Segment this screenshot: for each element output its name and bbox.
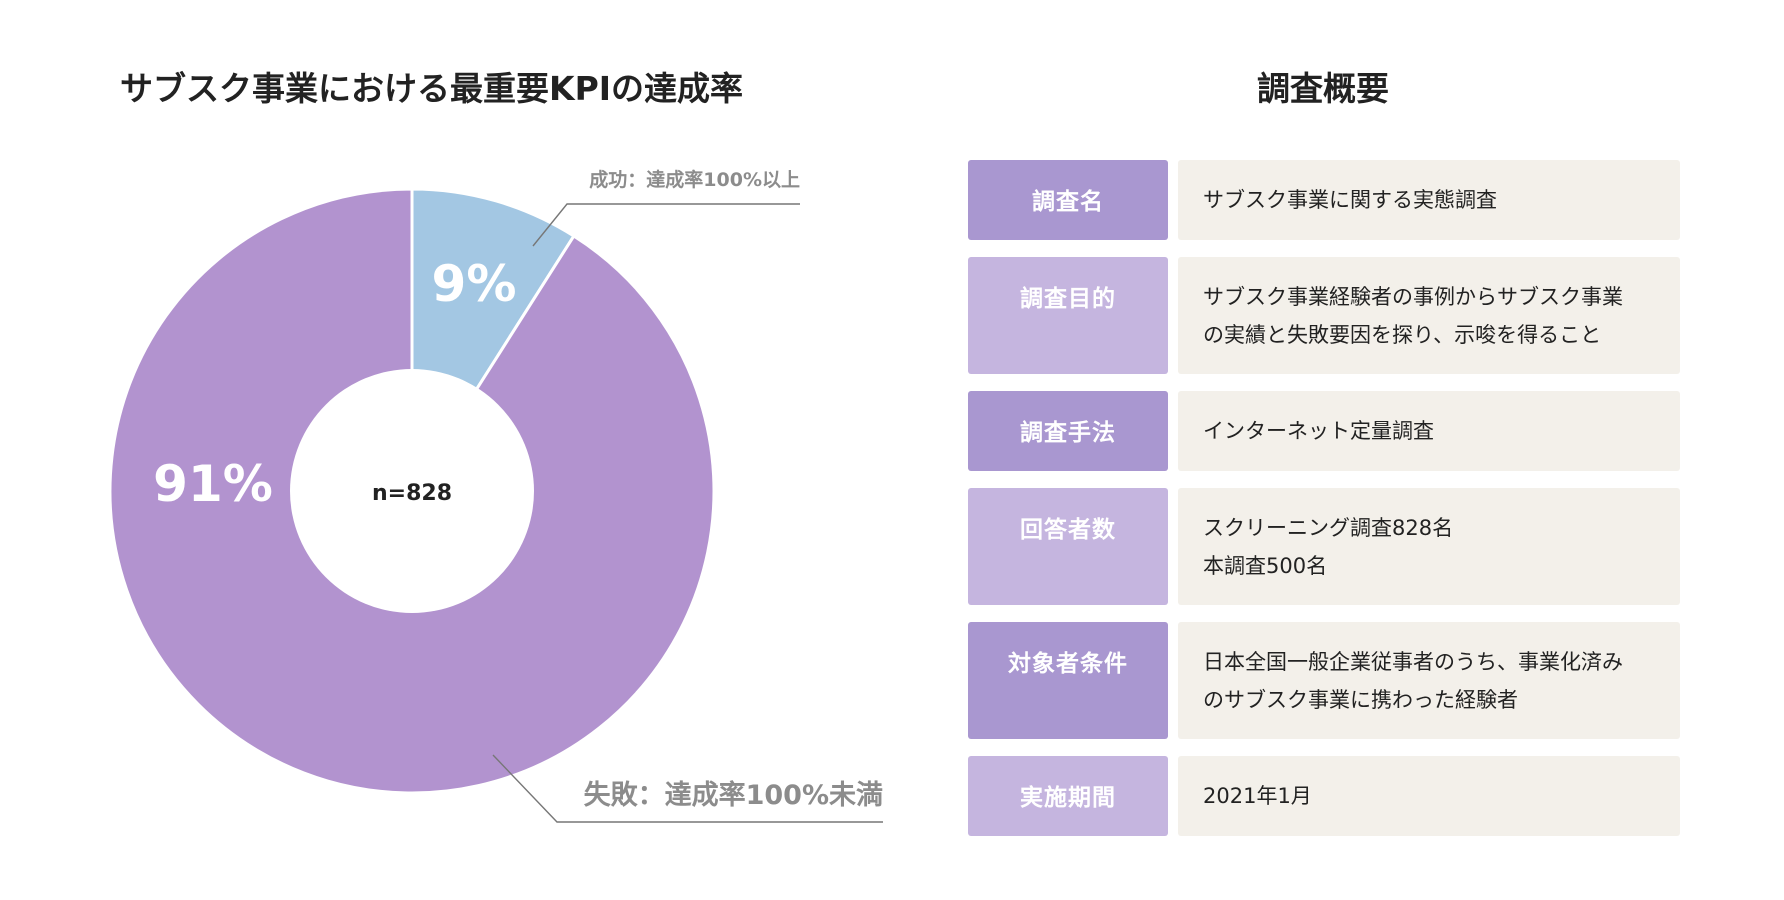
row-value: サブスク事業に関する実態調査 [1178, 160, 1680, 240]
row-value: 日本全国一般企業従事者のうち、事業化済み のサブスク事業に携わった経験者 [1178, 622, 1680, 739]
donut-chart: 9% 91% n=828 成功：達成率100%以上 失敗：達成率100%未満 [108, 168, 883, 823]
summary-row-method: 調査手法 インターネット定量調査 [968, 391, 1680, 471]
row-label: 調査目的 [968, 257, 1168, 374]
row-label: 対象者条件 [968, 622, 1168, 739]
slice-label-failure: 91% [153, 455, 273, 513]
summary-row-purpose: 調査目的 サブスク事業経験者の事例からサブスク事業 の実績と失敗要因を探り、示唆… [968, 257, 1680, 374]
sample-size-label: n=828 [372, 481, 452, 506]
row-label: 回答者数 [968, 488, 1168, 605]
row-value: 2021年1月 [1178, 756, 1680, 836]
donut-hole [290, 369, 534, 613]
chart-title: サブスク事業における最重要KPIの達成率 [120, 69, 744, 108]
summary-row-respondents: 回答者数 スクリーニング調査828名 本調査500名 [968, 488, 1680, 605]
summary-row-period: 実施期間 2021年1月 [968, 756, 1680, 836]
row-value: スクリーニング調査828名 本調査500名 [1178, 488, 1680, 605]
row-value: サブスク事業経験者の事例からサブスク事業 の実績と失敗要因を探り、示唆を得ること [1178, 257, 1680, 374]
summary-title: 調査概要 [1257, 69, 1389, 108]
row-label: 調査名 [968, 160, 1168, 240]
legend-success: 成功：達成率100%以上 [589, 168, 800, 191]
summary-row-conditions: 対象者条件 日本全国一般企業従事者のうち、事業化済み のサブスク事業に携わった経… [968, 622, 1680, 739]
legend-failure: 失敗：達成率100%未満 [584, 779, 883, 811]
row-value: インターネット定量調査 [1178, 391, 1680, 471]
row-label: 調査手法 [968, 391, 1168, 471]
summary-table: 調査名 サブスク事業に関する実態調査 調査目的 サブスク事業経験者の事例からサブ… [968, 160, 1680, 853]
summary-row-name: 調査名 サブスク事業に関する実態調査 [968, 160, 1680, 240]
row-label: 実施期間 [968, 756, 1168, 836]
slice-label-success: 9% [432, 255, 517, 313]
success-leader-line [532, 203, 800, 247]
failure-leader-line [492, 754, 883, 823]
